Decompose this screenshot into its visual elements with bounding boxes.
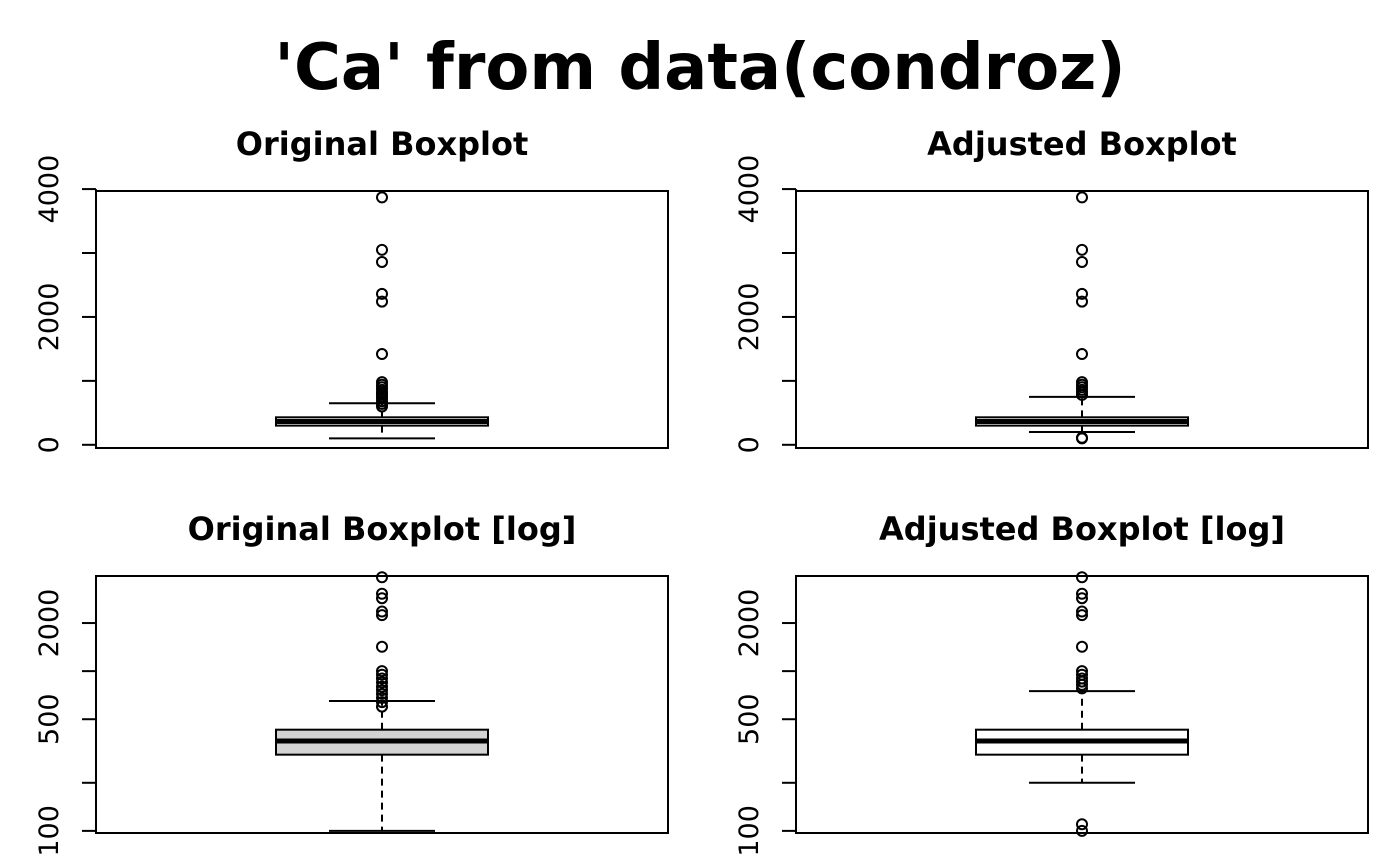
y-tick-label: 0 [34, 436, 65, 453]
outlier-point [1076, 668, 1088, 681]
outlier-point [1076, 295, 1088, 308]
outlier-point [1076, 665, 1088, 678]
outlier-point [1076, 376, 1088, 389]
outlier-point [1076, 592, 1088, 605]
outlier-point [376, 191, 388, 204]
y-tick-label: 2000 [34, 283, 65, 352]
outlier-point [1076, 243, 1088, 256]
outlier-point [376, 676, 388, 689]
outlier-point [376, 672, 388, 685]
y-tick-label: 100 [34, 805, 65, 857]
outlier-point [376, 287, 388, 300]
outlier-point [1076, 191, 1088, 204]
outlier-point [1076, 287, 1088, 300]
outlier-point [376, 348, 388, 361]
outlier-point [1076, 609, 1088, 622]
outlier-point [376, 571, 388, 584]
y-tick-label: 4000 [34, 155, 65, 224]
y-tick-label: 2000 [734, 283, 765, 352]
outlier-point [376, 700, 388, 713]
outlier-point [376, 696, 388, 709]
figure-title: 'Ca' from data(condroz) [274, 31, 1126, 105]
outlier-point [1076, 587, 1088, 600]
y-tick-label: 100 [734, 805, 765, 857]
outlier-point [1076, 255, 1088, 268]
outlier-point [376, 665, 388, 678]
outlier-point [1076, 571, 1088, 584]
panel-title: Original Boxplot [236, 125, 528, 163]
plot-frame [795, 190, 1369, 449]
outlier-point [376, 587, 388, 600]
outlier-point [376, 691, 388, 704]
outlier-point [1076, 431, 1088, 444]
outlier-point [1076, 640, 1088, 653]
y-tick-label: 500 [734, 693, 765, 745]
y-tick-label: 0 [734, 436, 765, 453]
outlier-point [1076, 818, 1088, 831]
outlier-point [1076, 348, 1088, 361]
outlier-point [376, 668, 388, 681]
outlier-point [376, 605, 388, 618]
outlier-point [1076, 605, 1088, 618]
outlier-point [376, 680, 388, 693]
outlier-point [376, 376, 388, 389]
outlier-point [376, 255, 388, 268]
outlier-point [376, 609, 388, 622]
outlier-point [376, 592, 388, 605]
panel-title: Original Boxplot [log] [188, 510, 577, 548]
outlier-point [376, 687, 388, 700]
outlier-point [1076, 672, 1088, 685]
outlier-point [376, 684, 388, 697]
outlier-point [1076, 824, 1088, 837]
panel-title: Adjusted Boxplot [927, 125, 1237, 163]
outlier-point [376, 295, 388, 308]
y-tick-label: 500 [34, 693, 65, 745]
y-tick-label: 2000 [34, 589, 65, 658]
y-tick-label: 4000 [734, 155, 765, 224]
outlier-point [376, 640, 388, 653]
y-tick-label: 2000 [734, 589, 765, 658]
panel-title: Adjusted Boxplot [log] [879, 510, 1285, 548]
outlier-point [376, 243, 388, 256]
